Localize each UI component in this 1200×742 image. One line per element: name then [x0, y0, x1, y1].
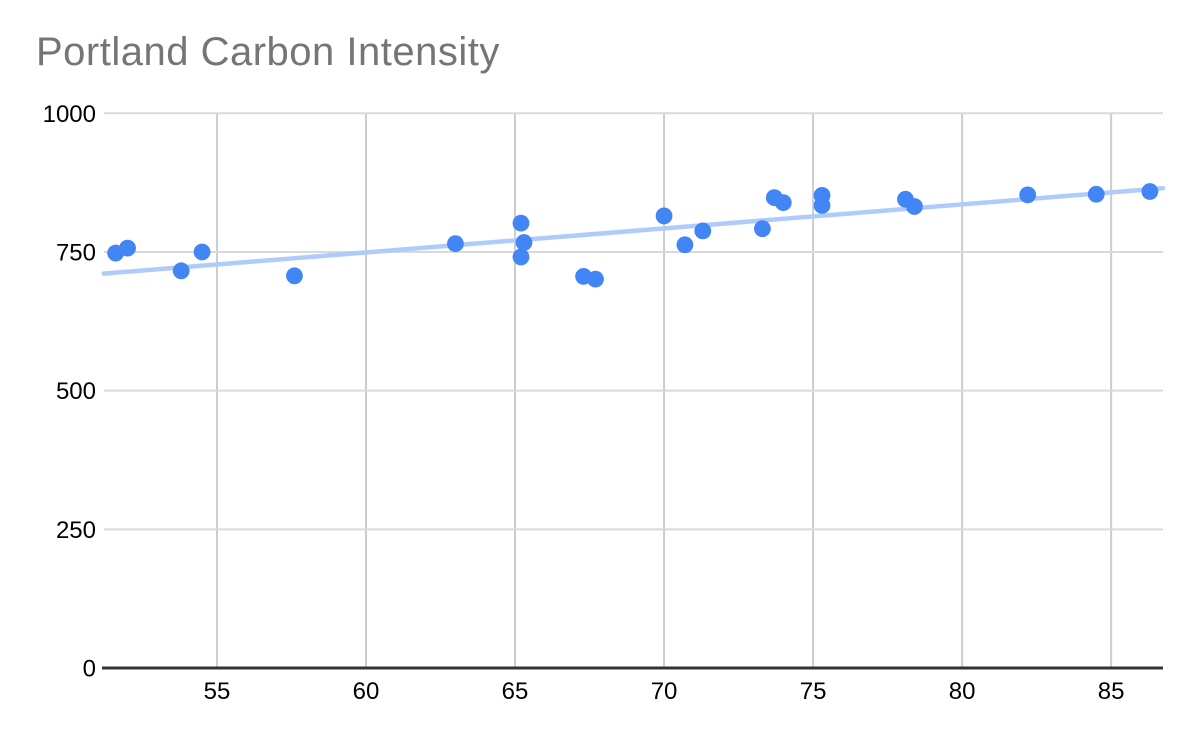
trendline: [101, 185, 1166, 276]
data-point[interactable]: [512, 214, 530, 232]
data-point[interactable]: [512, 248, 530, 266]
x-axis-tick-label: 85: [1098, 678, 1125, 705]
data-point[interactable]: [655, 207, 673, 225]
y-axis-tick-label: 1000: [43, 101, 96, 128]
x-axis-tick-label: 80: [949, 678, 976, 705]
y-axis-tick-label: 250: [56, 517, 96, 544]
x-axis-tick-label: 70: [651, 678, 678, 705]
chart-title: Portland Carbon Intensity: [36, 30, 500, 74]
x-axis-tick-label: 55: [204, 678, 231, 705]
data-point[interactable]: [754, 220, 771, 238]
y-axis-tick-label: 750: [56, 239, 96, 266]
data-point[interactable]: [774, 194, 792, 212]
data-point[interactable]: [676, 236, 694, 254]
data-point[interactable]: [694, 222, 712, 240]
data-point[interactable]: [515, 234, 533, 251]
data-point[interactable]: [172, 262, 190, 280]
x-axis-tick-label: 65: [502, 678, 529, 705]
data-point[interactable]: [906, 198, 923, 215]
data-point[interactable]: [1141, 183, 1159, 200]
y-axis-tick-label: 500: [56, 378, 96, 405]
data-point[interactable]: [587, 270, 604, 288]
x-axis-tick-label: 60: [353, 678, 380, 705]
data-point[interactable]: [447, 235, 464, 253]
data-point[interactable]: [286, 267, 303, 285]
data-point[interactable]: [1019, 186, 1037, 204]
data-point[interactable]: [193, 243, 211, 261]
data-point[interactable]: [119, 239, 136, 257]
x-axis-tick-label: 75: [800, 678, 827, 705]
y-axis-tick-label: 0: [83, 656, 96, 683]
data-point[interactable]: [813, 196, 831, 214]
data-point[interactable]: [1087, 185, 1105, 203]
